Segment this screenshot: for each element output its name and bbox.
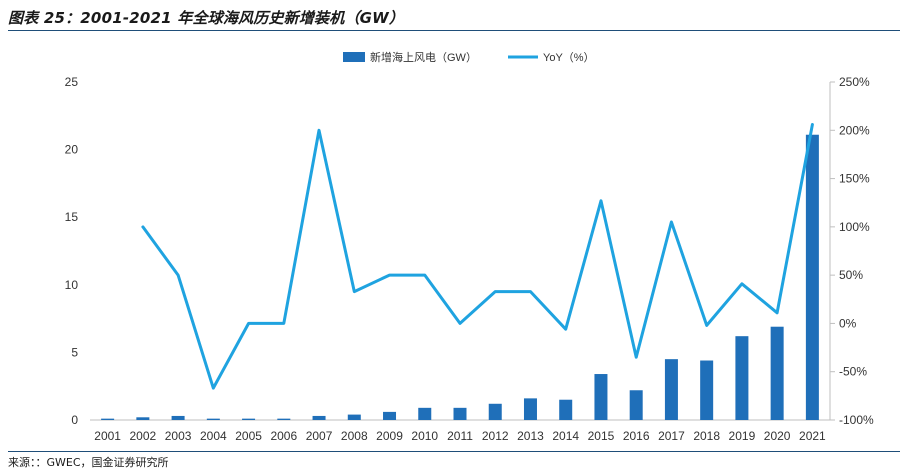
left-tick-label: 0 (71, 413, 78, 427)
x-axis: 2001 2002 2003 2004 2005 2006 2007 2008 2009 2010… (90, 419, 830, 443)
bar (206, 418, 220, 420)
legend-bar-swatch (343, 52, 365, 62)
x-tick-label: 2009 (376, 429, 403, 443)
bar (488, 403, 502, 420)
x-tick-label: 2020 (764, 429, 791, 443)
bar (805, 134, 819, 420)
right-tick-label: -100% (839, 413, 874, 427)
x-tick-label: 2021 (799, 429, 826, 443)
yoy-line (141, 123, 814, 390)
legend-bar-label: 新增海上风电（GW） (370, 50, 477, 64)
bar-series (101, 134, 819, 420)
x-tick-label: 2007 (306, 429, 333, 443)
source-note: 来源：：GWEC，国金证券研究所 (8, 455, 169, 469)
bar (136, 417, 150, 420)
x-tick-label: 2004 (200, 429, 227, 443)
bar (664, 359, 678, 420)
legend: 新增海上风电（GW） YoY（%） (343, 50, 595, 64)
x-tick-label: 2008 (341, 429, 368, 443)
bar (418, 407, 432, 420)
chart-area: 新增海上风电（GW） YoY（%） 0 5 10 15 20 25 -100% -50% 0% 5… (0, 32, 909, 452)
bar (242, 418, 256, 420)
left-axis: 0 5 10 15 20 25 (65, 75, 79, 427)
left-tick-label: 10 (65, 278, 79, 292)
bar (453, 407, 467, 420)
x-tick-label: 2015 (588, 429, 615, 443)
x-tick-label: 2017 (658, 429, 685, 443)
source-bar: 来源：：GWEC，国金证券研究所 (8, 451, 900, 471)
line-series (141, 123, 814, 390)
bar (171, 415, 185, 420)
left-tick-label: 20 (65, 143, 79, 157)
right-axis: -100% -50% 0% 50% 100% 150% 200% 250% (829, 75, 874, 427)
x-tick-label: 2013 (517, 429, 544, 443)
bar (770, 326, 784, 420)
left-tick-label: 15 (65, 210, 79, 224)
left-tick-label: 5 (71, 345, 78, 359)
bar (277, 418, 291, 420)
right-tick-label: 100% (839, 220, 870, 234)
bar (383, 411, 397, 420)
x-tick-label: 2018 (693, 429, 720, 443)
title-bar: 图表 25：2001-2021 年全球海风历史新增装机（GW） (8, 4, 900, 31)
x-tick-label: 2001 (94, 429, 121, 443)
x-tick-label: 2019 (729, 429, 756, 443)
bar (735, 336, 749, 420)
chart-title: 图表 25：2001-2021 年全球海风历史新增装机（GW） (8, 8, 405, 27)
bar (347, 414, 361, 420)
bar (594, 374, 608, 420)
x-tick-label: 2005 (235, 429, 262, 443)
left-tick-label: 25 (65, 75, 79, 89)
x-tick-label: 2016 (623, 429, 650, 443)
right-tick-label: 250% (839, 75, 870, 89)
chart-svg: 新增海上风电（GW） YoY（%） 0 5 10 15 20 25 -100% -50% 0% 5… (65, 50, 874, 443)
right-tick-label: -50% (839, 365, 867, 379)
right-tick-label: 0% (839, 316, 857, 330)
bar (700, 360, 714, 420)
bar (629, 390, 643, 420)
bar (312, 415, 326, 420)
x-tick-label: 2003 (165, 429, 192, 443)
bar (523, 398, 537, 420)
bar (101, 418, 115, 420)
x-tick-label: 2011 (447, 429, 473, 443)
right-tick-label: 200% (839, 123, 870, 137)
bar (559, 399, 573, 420)
x-tick-label: 2006 (270, 429, 297, 443)
right-tick-label: 50% (839, 268, 863, 282)
legend-line-label: YoY（%） (543, 51, 595, 64)
right-tick-label: 150% (839, 172, 870, 186)
x-tick-label: 2012 (482, 429, 509, 443)
x-tick-label: 2010 (411, 429, 438, 443)
x-tick-label: 2014 (552, 429, 579, 443)
x-tick-label: 2002 (130, 429, 157, 443)
